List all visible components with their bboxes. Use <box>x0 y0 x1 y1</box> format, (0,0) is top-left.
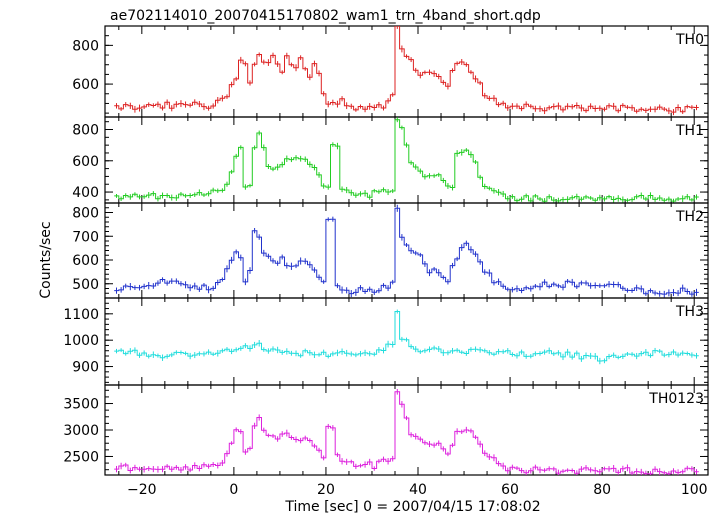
y-tick-label: 1100 <box>63 307 99 323</box>
x-tick-label: 100 <box>681 482 708 498</box>
y-tick-label: 600 <box>72 77 99 93</box>
y-tick-label: 800 <box>72 123 99 139</box>
y-axis-label: Counts/sec <box>38 221 54 298</box>
x-axis: −20 0 20 40 60 80 100 <box>127 482 708 498</box>
series-line <box>114 26 699 113</box>
x-tick-label: 80 <box>593 482 611 498</box>
y-tick-label: 900 <box>72 360 99 376</box>
series-th0 <box>114 26 699 116</box>
x-tick-label: 20 <box>317 482 335 498</box>
x-tick-label: 60 <box>501 482 519 498</box>
series-line <box>114 391 699 475</box>
panel-frame <box>104 116 709 204</box>
y-tick-label: 600 <box>72 253 99 269</box>
panel-th2: 500 600 700 800 TH2 <box>72 202 709 299</box>
y-tick-label: 3500 <box>63 397 99 413</box>
y-tick-label: 600 <box>72 154 99 170</box>
y-tick-label: 800 <box>72 38 99 54</box>
series-line <box>114 311 699 362</box>
panel-label: TH0123 <box>648 391 704 407</box>
panel-th3: 900 1000 1100 TH3 <box>63 297 709 386</box>
y-tick-label: 500 <box>72 277 99 293</box>
panel-frame <box>104 384 709 476</box>
series-th2 <box>114 204 699 298</box>
y-tick-label: 800 <box>72 206 99 222</box>
panel-label: TH1 <box>675 123 704 139</box>
y-tick-label: 700 <box>72 229 99 245</box>
chart-title: ae702114010_20070415170802_wam1_trn_4ban… <box>110 8 541 24</box>
y-tick-label: 3000 <box>63 423 99 439</box>
series-th3 <box>114 309 699 365</box>
y-tick-label: 2500 <box>63 449 99 465</box>
y-tick-label: 1000 <box>63 333 99 349</box>
x-tick-label: −20 <box>127 482 157 498</box>
panel-label: TH2 <box>675 209 704 225</box>
panel-label: TH0 <box>675 32 704 48</box>
series-line <box>114 119 699 202</box>
panel-label: TH3 <box>675 304 704 320</box>
series-line <box>114 207 699 295</box>
panel-th1: 400 600 800 TH1 <box>72 116 709 204</box>
x-tick-label: 40 <box>409 482 427 498</box>
panel-frame <box>104 202 709 299</box>
y-tick-label: 400 <box>72 185 99 201</box>
x-tick-label: 0 <box>229 482 238 498</box>
panels-group: 600 800 TH0 400 600 800 TH1 500 600 700 800 TH2 900 1… <box>63 25 709 476</box>
series-th0123 <box>114 389 699 475</box>
panel-th0: 600 800 TH0 <box>72 25 709 118</box>
x-axis-label: Time [sec] 0 = 2007/04/15 17:08:02 <box>284 499 540 515</box>
panel-th0123: 2500 3000 3500 TH0123 <box>63 384 709 476</box>
panel-frame <box>104 25 709 118</box>
series-th1 <box>114 117 699 203</box>
